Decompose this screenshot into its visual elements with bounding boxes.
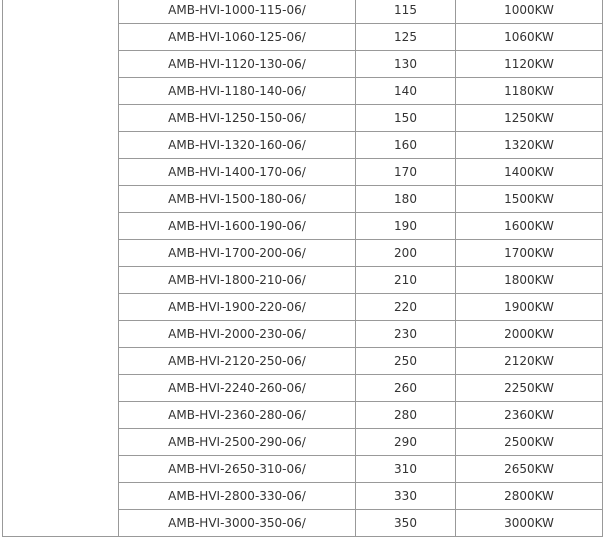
power-cell: 1600KW [455, 212, 603, 240]
model-cell: AMB-HVI-1700-200-06/ [118, 239, 356, 267]
current-cell: 230 [355, 320, 456, 348]
power-cell: 2120KW [455, 347, 603, 375]
model-cell: AMB-HVI-2240-260-06/ [118, 374, 356, 402]
power-cell: 1120KW [455, 50, 603, 78]
current-cell: 310 [355, 455, 456, 483]
model-cell: AMB-HVI-1900-220-06/ [118, 293, 356, 321]
table-row: AMB-HVI-2800-330-06/330 2800KW [3, 482, 603, 510]
model-cell: AMB-HVI-1000-115-06/ [118, 0, 356, 24]
power-cell: 1400KW [455, 158, 603, 186]
table-row: AMB-HVI-1400-170-06/170 1400KW [3, 158, 603, 186]
power-cell: 2360KW [455, 401, 603, 429]
table-row: AMB-HVI-3000-350-06/350 3000KW [3, 509, 603, 537]
current-cell: 220 [355, 293, 456, 321]
merged-category-cell [2, 0, 119, 537]
current-cell: 250 [355, 347, 456, 375]
model-cell: AMB-HVI-1400-170-06/ [118, 158, 356, 186]
table-row: AMB-HVI-1250-150-06/150 1250KW [3, 104, 603, 132]
model-cell: AMB-HVI-1500-180-06/ [118, 185, 356, 213]
table-row: AMB-HVI-1320-160-06/160 1320KW [3, 131, 603, 159]
current-cell: 150 [355, 104, 456, 132]
power-cell: 1000KW [455, 0, 603, 24]
power-cell: 1800KW [455, 266, 603, 294]
table-row: AMB-HVI-1800-210-06/210 1800KW [3, 266, 603, 294]
current-cell: 125 [355, 23, 456, 51]
power-cell: 3000KW [455, 509, 603, 537]
current-cell: 115 [355, 0, 456, 24]
power-cell: 1500KW [455, 185, 603, 213]
model-cell: AMB-HVI-2800-330-06/ [118, 482, 356, 510]
power-cell: 2500KW [455, 428, 603, 456]
power-cell: 1900KW [455, 293, 603, 321]
model-cell: AMB-HVI-1120-130-06/ [118, 50, 356, 78]
table-row: AMB-HVI-1060-125-06/125 1060KW [3, 23, 603, 51]
current-cell: 330 [355, 482, 456, 510]
model-cell: AMB-HVI-1180-140-06/ [118, 77, 356, 105]
current-cell: 160 [355, 131, 456, 159]
model-cell: AMB-HVI-2000-230-06/ [118, 320, 356, 348]
power-cell: 1250KW [455, 104, 603, 132]
power-cell: 1320KW [455, 131, 603, 159]
table-row: AMB-HVI-1700-200-06/200 1700KW [3, 239, 603, 267]
model-cell: AMB-HVI-1600-190-06/ [118, 212, 356, 240]
current-cell: 290 [355, 428, 456, 456]
model-cell: AMB-HVI-1250-150-06/ [118, 104, 356, 132]
model-cell: AMB-HVI-2500-290-06/ [118, 428, 356, 456]
current-cell: 130 [355, 50, 456, 78]
power-cell: 2650KW [455, 455, 603, 483]
current-cell: 200 [355, 239, 456, 267]
model-cell: AMB-HVI-1800-210-06/ [118, 266, 356, 294]
table-row: AMB-HVI-1120-130-06/130 1120KW [3, 50, 603, 78]
model-cell: AMB-HVI-2650-310-06/ [118, 455, 356, 483]
current-cell: 170 [355, 158, 456, 186]
model-cell: AMB-HVI-3000-350-06/ [118, 509, 356, 537]
current-cell: 280 [355, 401, 456, 429]
current-cell: 260 [355, 374, 456, 402]
power-cell: 1180KW [455, 77, 603, 105]
current-cell: 350 [355, 509, 456, 537]
model-cell: AMB-HVI-2360-280-06/ [118, 401, 356, 429]
table-row: AMB-HVI-2500-290-06/290 2500KW [3, 428, 603, 456]
current-cell: 180 [355, 185, 456, 213]
current-cell: 210 [355, 266, 456, 294]
current-cell: 140 [355, 77, 456, 105]
current-cell: 190 [355, 212, 456, 240]
model-cell: AMB-HVI-2120-250-06/ [118, 347, 356, 375]
table-row: AMB-HVI-1900-220-06/220 1900KW [3, 293, 603, 321]
model-cell: AMB-HVI-1060-125-06/ [118, 23, 356, 51]
model-cell: AMB-HVI-1320-160-06/ [118, 131, 356, 159]
power-cell: 2250KW [455, 374, 603, 402]
table-row: AMB-HVI-1180-140-06/140 1180KW [3, 77, 603, 105]
power-cell: 1700KW [455, 239, 603, 267]
power-cell: 2800KW [455, 482, 603, 510]
power-cell: 2000KW [455, 320, 603, 348]
table-row: AMB-HVI-1500-180-06/180 1500KW [3, 185, 603, 213]
power-cell: 1060KW [455, 23, 603, 51]
table-row: AMB-HVI-1600-190-06/190 1600KW [3, 212, 603, 240]
table-row: AMB-HVI-2360-280-06/280 2360KW [3, 401, 603, 429]
